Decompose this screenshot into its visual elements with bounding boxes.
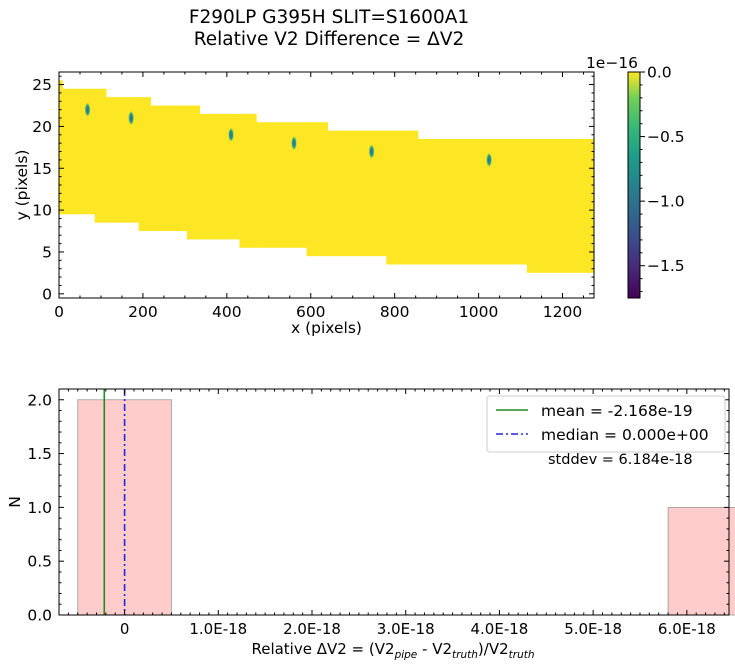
xlabel-mid2: )/V2 xyxy=(478,640,509,658)
colorbar-gradient xyxy=(627,71,641,299)
histogram-x-tick-label: 1.0E-18 xyxy=(189,620,247,638)
heatmap-y-tick-label: 0 xyxy=(42,285,52,303)
histogram-x-tick-label: 5.0E-18 xyxy=(564,620,622,638)
colorbar-offset-label: 1e−16 xyxy=(586,54,638,72)
heatmap-band-12 xyxy=(386,130,419,265)
heatmap-y-tick-label: 10 xyxy=(32,202,52,220)
heatmap-band-8 xyxy=(239,113,257,248)
histogram-y-tick-label: 0.0 xyxy=(27,607,52,625)
histogram-x-tick-label: 2.0E-18 xyxy=(283,620,341,638)
xlabel-prefix: Relative ΔV2 = (V2 xyxy=(251,640,394,658)
heatmap-y-tick-label: 5 xyxy=(42,243,52,261)
legend: mean = -2.168e-19 median = 0.000e+00 xyxy=(486,395,726,453)
histogram-x-tick-label: 3.0E-18 xyxy=(377,620,435,638)
xlabel-sub-pipe: pipe xyxy=(394,649,418,661)
histogram-panel: 0 1.0E-18 2.0E-18 3.0E-18 4.0E-18 5.0E-18 6.0E… xyxy=(6,388,735,661)
heatmap-bands xyxy=(59,80,595,273)
heatmap-band-3 xyxy=(105,97,140,223)
colorbar-tick-label: −1.0 xyxy=(647,193,685,211)
histogram-y-tick-label: 0.5 xyxy=(27,553,52,571)
histogram-x-axis-label: Relative ΔV2 = (V2pipe - V2truth)/V2trut… xyxy=(251,640,534,661)
colorbar-tick-label: 0.0 xyxy=(647,64,672,82)
heatmap-x-tick-label: 1000 xyxy=(459,303,498,321)
heatmap-y-tick-label: 15 xyxy=(32,160,52,178)
heatmap-band-1 xyxy=(62,88,96,215)
chart-title-line1: F290LP G395H SLIT=S1600A1 xyxy=(189,7,469,28)
heatmap-band-2 xyxy=(94,88,107,223)
heatmap-y-tick-label: 20 xyxy=(32,118,52,136)
heatmap-x-tick-label: 800 xyxy=(380,303,410,321)
heatmap-band-0 xyxy=(59,80,63,215)
histogram-bar-0 xyxy=(77,399,172,616)
colorbar-ticks: 0.0 −0.5 −1.0 −1.5 xyxy=(640,64,685,293)
histogram-y-tick-label: 2.0 xyxy=(27,391,52,409)
histogram-x-tick-label: 0 xyxy=(120,620,130,638)
legend-box xyxy=(486,395,726,453)
histogram-y-tick-label: 1.5 xyxy=(27,445,52,463)
colorbar-tick-label: −0.5 xyxy=(647,128,685,146)
legend-mean-label: mean = -2.168e-19 xyxy=(541,402,693,420)
heatmap-x-tick-label: 200 xyxy=(128,303,158,321)
xlabel-sub-truth-1: truth xyxy=(452,649,478,661)
histogram-x-tick-label: 4.0E-18 xyxy=(470,620,528,638)
histogram-x-tick-label: 6.0E-18 xyxy=(658,620,716,638)
stddev-annotation: stddev = 6.184e-18 xyxy=(548,452,693,468)
heatmap-band-6 xyxy=(186,105,201,240)
heatmap-band-14 xyxy=(526,138,595,273)
heatmap-band-5 xyxy=(150,105,188,232)
histogram-bar-1 xyxy=(667,506,735,616)
heatmap-panel: 0 200 400 600 800 1000 1200 0 5 10 15 20 25 x (pixel… xyxy=(13,71,595,337)
heatmap-band-9 xyxy=(256,122,308,248)
chart-title-line2: Relative V2 Difference = ΔV2 xyxy=(194,29,465,50)
heatmap-band-7 xyxy=(199,113,240,240)
colorbar-tick-label: −1.5 xyxy=(647,257,685,275)
heatmap-band-13 xyxy=(417,138,528,265)
histogram-axes-frame xyxy=(58,388,730,616)
heatmap-axes-frame xyxy=(58,71,595,299)
xlabel-mid: - V2 xyxy=(417,640,452,658)
heatmap-band-10 xyxy=(306,122,329,257)
heatmap-band-4 xyxy=(138,97,151,232)
heatmap-ticks: 0 200 400 600 800 1000 1200 0 5 10 15 20 25 xyxy=(32,72,594,321)
heatmap-spot-3 xyxy=(291,136,297,151)
histogram-y-axis-label: N xyxy=(6,496,24,508)
xlabel-sub-truth-2: truth xyxy=(509,649,535,661)
heatmap-spot-0 xyxy=(84,102,91,117)
heatmap-x-tick-label: 600 xyxy=(296,303,326,321)
legend-median-label: median = 0.000e+00 xyxy=(541,426,709,444)
colorbar: 0.0 −0.5 −1.0 −1.5 1e−16 xyxy=(586,54,685,299)
heatmap-spot-2 xyxy=(228,127,234,142)
heatmap-spot-5 xyxy=(486,152,492,167)
histogram-y-tick-label: 1.0 xyxy=(27,499,52,517)
heatmap-spots xyxy=(84,102,492,167)
heatmap-band-11 xyxy=(327,130,387,257)
heatmap-x-tick-label: 1200 xyxy=(543,303,582,321)
heatmap-y-axis-label: y (pixels) xyxy=(13,150,31,221)
heatmap-spot-1 xyxy=(128,111,134,126)
heatmap-x-axis-label: x (pixels) xyxy=(291,319,362,337)
heatmap-x-tick-label: 400 xyxy=(212,303,242,321)
heatmap-spot-4 xyxy=(368,144,375,159)
heatmap-x-tick-label: 0 xyxy=(54,303,64,321)
heatmap-y-tick-label: 25 xyxy=(32,76,52,94)
